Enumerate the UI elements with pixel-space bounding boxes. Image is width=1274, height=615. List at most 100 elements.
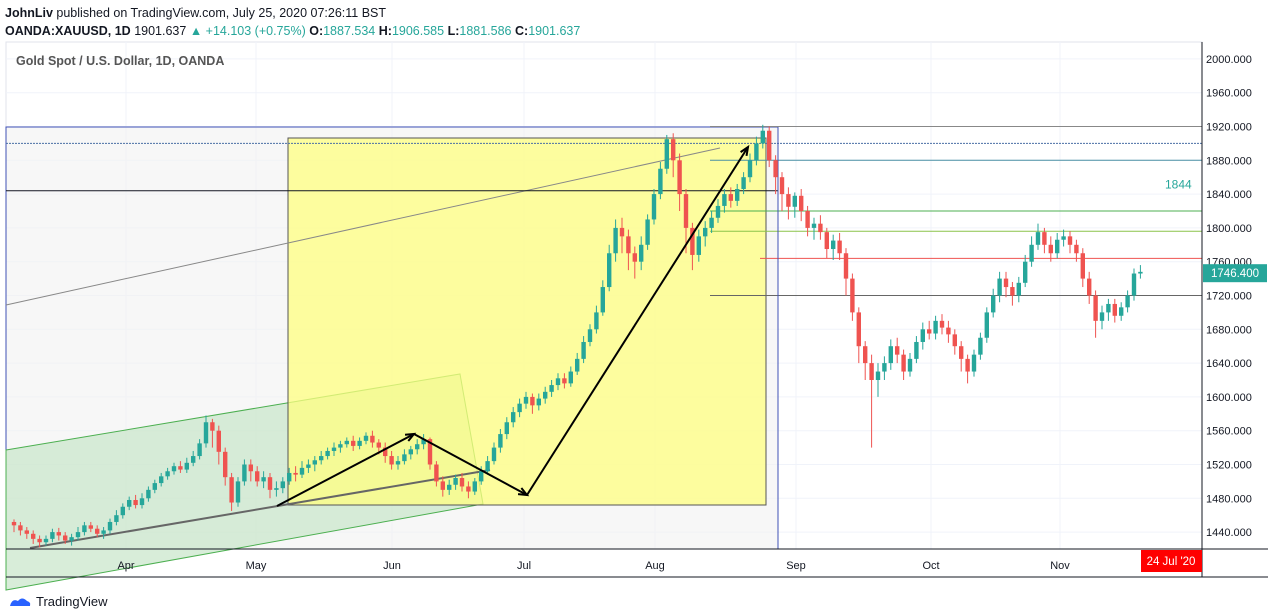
candle-body — [1074, 244, 1079, 254]
candle-body — [1106, 303, 1111, 313]
candle-body — [114, 515, 119, 522]
candle-body — [664, 139, 669, 169]
candle-body — [1099, 312, 1105, 321]
candle-body — [50, 532, 55, 539]
candle-body — [299, 467, 305, 475]
candle-body — [632, 253, 637, 262]
y-tick-label: 1920.000 — [1206, 122, 1252, 134]
candle-body — [191, 456, 196, 463]
price-change: ▲ +14.103 (+0.75%) — [189, 24, 306, 38]
candle-body — [82, 525, 87, 533]
candle-body — [555, 378, 561, 386]
candle-body — [43, 538, 49, 543]
open-label: O: — [309, 24, 324, 38]
candle-body — [274, 488, 279, 490]
author-name[interactable]: JohnLiv — [5, 6, 53, 20]
candle-body — [1048, 244, 1053, 254]
candle-body — [786, 194, 791, 207]
candle-body — [939, 320, 945, 328]
candle-body — [395, 461, 401, 465]
x-tick-label: Oct — [922, 560, 939, 572]
candle-body — [107, 521, 113, 531]
chart-title: Gold Spot / U.S. Dollar, 1D, OANDA — [16, 54, 224, 68]
candle-body — [626, 236, 631, 254]
close-label: C: — [515, 24, 529, 38]
current-date-label: 24 Jul '20 — [1147, 556, 1196, 568]
lower-trendline — [29, 469, 491, 549]
candle-body — [850, 278, 855, 313]
candle-body — [760, 130, 765, 144]
publish-info: published on TradingView.com, July 25, 2… — [56, 6, 387, 20]
candle-body — [773, 160, 778, 178]
candle-body — [1061, 236, 1066, 240]
x-tick-label: Aug — [645, 560, 665, 572]
candle-body — [88, 525, 93, 529]
y-tick-label: 1680.000 — [1206, 324, 1252, 336]
candle-body — [120, 506, 125, 516]
candle-body — [11, 521, 17, 526]
candle-body — [914, 341, 919, 359]
y-tick-label: 1960.000 — [1206, 88, 1252, 100]
y-tick-label: 1600.000 — [1206, 392, 1252, 404]
candle-body — [523, 396, 529, 404]
candle-body — [383, 447, 388, 457]
candle-body — [63, 535, 68, 541]
candle-body — [843, 253, 849, 279]
candle-body — [792, 195, 797, 207]
tradingview-brand: TradingView — [36, 594, 108, 609]
candle-body — [715, 205, 721, 218]
candle-body — [408, 449, 413, 455]
candle-body — [837, 240, 842, 254]
candle-body — [306, 464, 311, 468]
candle-body — [491, 447, 497, 462]
candle-body — [357, 440, 362, 446]
candle-body — [658, 168, 663, 195]
tradingview-footer[interactable]: TradingView — [8, 594, 108, 609]
candle-body — [965, 358, 970, 372]
candle-body — [543, 391, 548, 399]
candle-body — [197, 443, 202, 457]
candle-body — [1080, 253, 1085, 279]
candle-body — [1138, 271, 1143, 274]
candle-body — [427, 439, 433, 465]
candle-body — [645, 219, 650, 245]
candle-body — [235, 481, 241, 503]
open-value: 1887.534 — [323, 24, 376, 38]
candle-body — [184, 462, 189, 470]
trend-arrow — [276, 433, 415, 507]
candle-body — [677, 160, 682, 195]
x-tick-label: Jun — [383, 560, 401, 572]
y-tick-label: 2000.000 — [1206, 54, 1252, 66]
candle-body — [1112, 303, 1117, 316]
candle-body — [24, 530, 29, 534]
candle-body — [927, 329, 932, 334]
candle-body — [581, 341, 586, 359]
candle-body — [709, 217, 714, 228]
candle-body — [376, 442, 381, 448]
candle-body — [863, 346, 868, 364]
candle-body — [575, 358, 580, 372]
candle-body — [767, 130, 772, 161]
current-price-label: 1746.400 — [1211, 268, 1259, 280]
candle-body — [799, 195, 804, 211]
candle-body — [146, 489, 151, 499]
candle-body — [223, 451, 228, 478]
tradingview-logo-icon — [10, 598, 31, 606]
publish-line: JohnLiv published on TradingView.com, Ju… — [5, 4, 580, 22]
y-tick-label: 1440.000 — [1206, 527, 1252, 539]
candle-body — [747, 160, 753, 178]
candle-body — [325, 450, 330, 457]
candle-body — [69, 537, 74, 541]
candle-body — [261, 477, 266, 482]
candle-body — [242, 464, 247, 482]
y-tick-label: 1480.000 — [1206, 493, 1252, 505]
candle-body — [728, 194, 733, 201]
candle-body — [139, 498, 145, 506]
candle-body — [901, 354, 906, 372]
candle-body — [600, 287, 605, 313]
last-price: 1901.637 — [134, 24, 187, 38]
candle-body — [95, 528, 100, 534]
x-tick-label: May — [246, 560, 267, 572]
symbol-label: OANDA:XAUUSD, 1D — [5, 24, 131, 38]
trend-arrow — [526, 146, 749, 496]
